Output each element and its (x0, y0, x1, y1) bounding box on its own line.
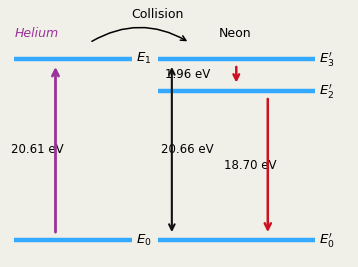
Text: $E_1$: $E_1$ (136, 51, 151, 66)
Text: 1.96 eV: 1.96 eV (165, 68, 210, 81)
Text: 20.66 eV: 20.66 eV (161, 143, 214, 156)
Text: Neon: Neon (218, 27, 251, 40)
Text: $E_3'$: $E_3'$ (319, 50, 334, 68)
Text: Collision: Collision (131, 8, 184, 21)
Text: $E_0'$: $E_0'$ (319, 231, 334, 249)
FancyArrowPatch shape (92, 28, 186, 41)
Text: 18.70 eV: 18.70 eV (224, 159, 276, 172)
Text: $E_0$: $E_0$ (136, 233, 152, 248)
Text: Helium: Helium (14, 27, 58, 40)
Text: $E_2'$: $E_2'$ (319, 82, 334, 100)
Text: 20.61 eV: 20.61 eV (11, 143, 63, 156)
